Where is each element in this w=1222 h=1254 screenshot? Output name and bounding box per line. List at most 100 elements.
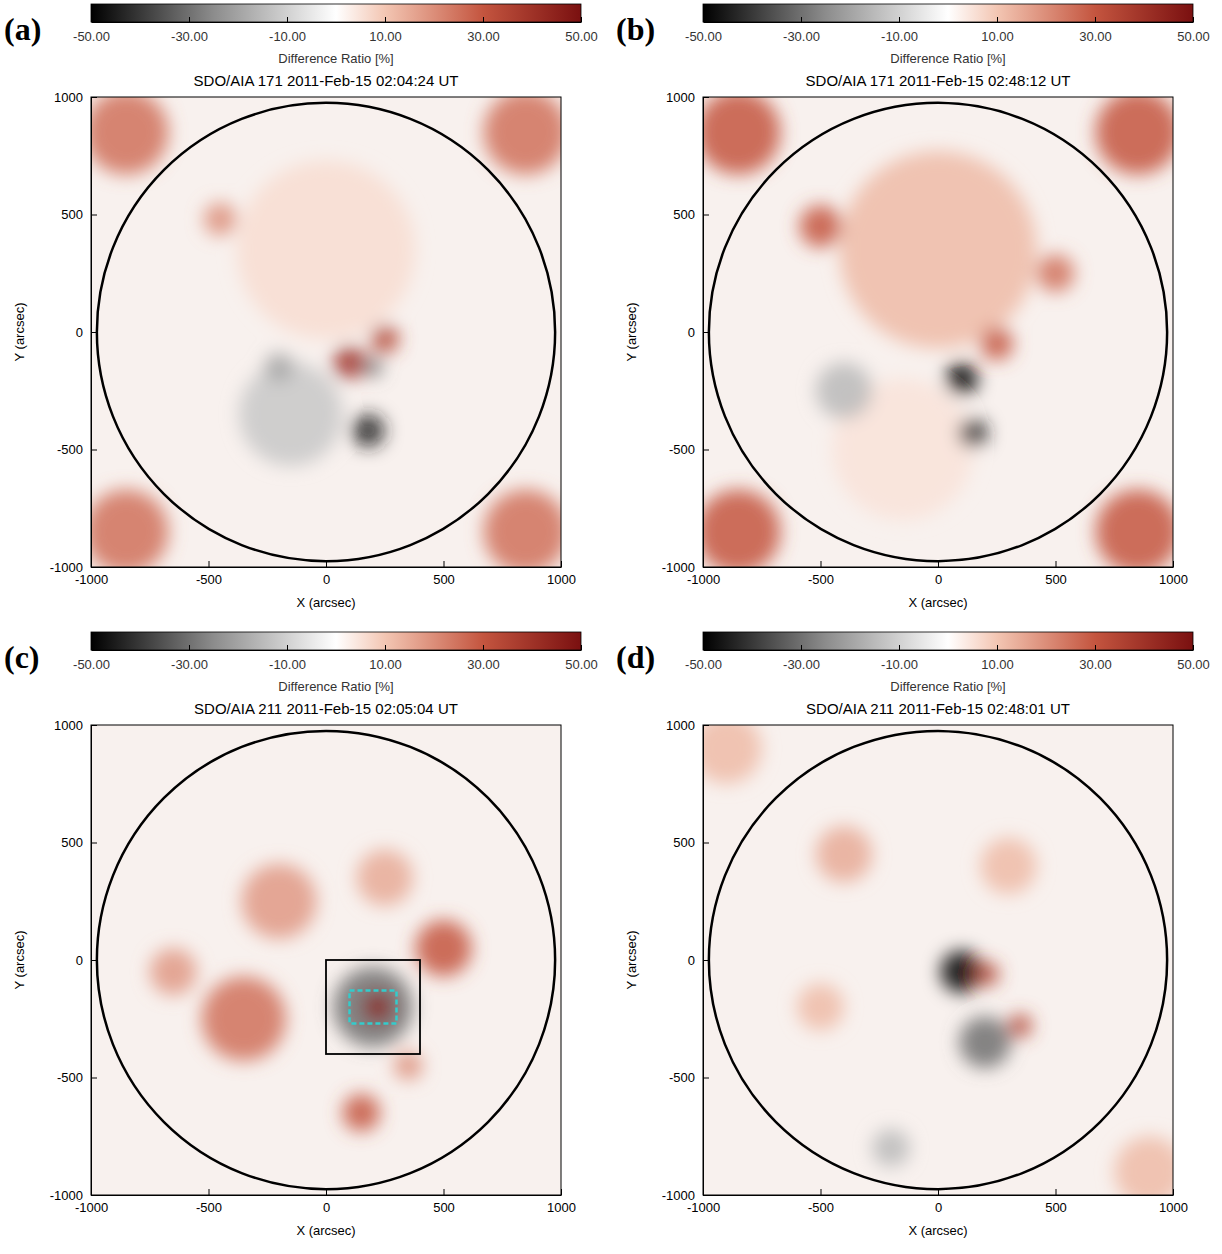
x-axis-tick-label: 500: [1045, 572, 1067, 587]
y-axis-tick: -500: [57, 1070, 97, 1085]
y-axis-tick-label: 500: [61, 207, 83, 222]
y-axis-tick: 1000: [54, 718, 97, 733]
difference-region: [333, 967, 413, 1047]
image-area: [703, 97, 1173, 567]
colorbar-tick-mark: [483, 17, 484, 22]
colorbar-tick-label: 50.00: [565, 657, 598, 672]
x-axis-tick: 1000: [547, 561, 576, 587]
y-axis-tick-label: -1000: [50, 560, 83, 575]
x-axis-tick-mark: [821, 561, 822, 567]
colorbar-label: Difference Ratio [%]: [890, 51, 1005, 66]
panel: -50.00-30.00-10.0010.0030.0050.00Differe…: [4, 632, 598, 1238]
difference-region: [1114, 1136, 1173, 1195]
solar-limb: [97, 103, 555, 561]
difference-region: [799, 205, 841, 247]
x-axis-tick-mark: [938, 1189, 939, 1195]
x-axis-tick: 500: [433, 1189, 455, 1215]
difference-region: [703, 97, 781, 175]
panel-letter: (d): [616, 639, 655, 675]
y-axis-tick-mark: [91, 725, 97, 726]
colorbar-tick-mark: [899, 17, 900, 22]
colorbar-tick: 50.00: [565, 17, 598, 44]
y-axis-tick: 0: [688, 953, 709, 968]
colorbar-tick-label: -50.00: [685, 29, 722, 44]
colorbar-tick: -50.00: [685, 645, 722, 672]
image-area: [91, 97, 561, 567]
y-axis-tick-mark: [703, 960, 709, 961]
x-axis-tick-label: 500: [433, 1200, 455, 1215]
colorbar-tick: -10.00: [269, 645, 306, 672]
y-axis-tick-label: -500: [669, 1070, 695, 1085]
panel: -50.00-30.00-10.0010.0030.0050.00Differe…: [616, 632, 1210, 1238]
colorbar-tick-label: 30.00: [1079, 657, 1112, 672]
x-axis-tick-mark: [326, 561, 327, 567]
difference-region: [872, 1129, 910, 1167]
difference-region: [1095, 489, 1173, 567]
y-axis-tick: 0: [76, 325, 97, 340]
image-background: [703, 725, 1173, 1195]
colorbar-tick-label: 50.00: [565, 29, 598, 44]
y-axis-tick: 0: [76, 953, 97, 968]
difference-region: [703, 489, 781, 567]
x-axis-tick-label: -500: [808, 1200, 834, 1215]
difference-region: [394, 1052, 422, 1080]
colorbar: [703, 632, 1193, 650]
y-axis-tick-mark: [703, 332, 709, 333]
regions: [150, 850, 472, 1132]
y-axis: -1000-50005001000: [50, 718, 97, 1203]
x-axis-tick: 1000: [1159, 1189, 1188, 1215]
x-axis-tick-mark: [821, 1189, 822, 1195]
y-axis-tick-label: 500: [673, 207, 695, 222]
y-axis: -1000-50005001000: [662, 718, 709, 1203]
y-axis-tick-mark: [91, 332, 97, 333]
difference-region: [342, 1094, 380, 1132]
x-axis-tick-label: 500: [1045, 1200, 1067, 1215]
y-axis: -1000-50005001000: [662, 90, 709, 575]
y-axis-tick: -500: [57, 442, 97, 457]
difference-region: [1095, 97, 1173, 175]
y-axis-tick-mark: [91, 450, 97, 451]
y-axis-tick: 500: [61, 207, 97, 222]
regions: [703, 97, 1173, 567]
colorbar-axis-line: [92, 650, 582, 651]
colorbar-label: Difference Ratio [%]: [278, 51, 393, 66]
y-axis-tick: 500: [673, 207, 709, 222]
y-axis-tick-label: 1000: [666, 90, 695, 105]
solar-limb: [709, 731, 1167, 1189]
y-axis-tick: -500: [669, 1070, 709, 1085]
x-axis-tick-mark: [561, 561, 562, 567]
difference-region: [204, 203, 237, 236]
image-background: [91, 725, 561, 1195]
y-axis-tick: 1000: [666, 718, 709, 733]
colorbar-tick-mark: [801, 17, 802, 22]
colorbar-tick: -10.00: [269, 17, 306, 44]
x-axis: -1000-50005001000: [687, 1189, 1188, 1215]
y-axis-tick-mark: [703, 97, 709, 98]
y-axis-tick-mark: [91, 97, 97, 98]
frame: [703, 97, 1173, 567]
difference-region: [945, 363, 978, 396]
y-axis-tick-label: 500: [673, 835, 695, 850]
panel-letter: (a): [4, 11, 41, 47]
colorbar-axis: -50.00-30.00-10.0010.0030.0050.00: [73, 17, 598, 44]
colorbar-axis: -50.00-30.00-10.0010.0030.0050.00: [685, 17, 1210, 44]
colorbar-tick-mark: [899, 645, 900, 650]
difference-region: [980, 327, 1013, 360]
y-axis-tick-mark: [703, 450, 709, 451]
difference-region: [797, 984, 844, 1031]
frame: [91, 725, 561, 1195]
x-axis-tick: 0: [323, 561, 330, 587]
colorbar-tick-mark: [189, 17, 190, 22]
frame: [91, 97, 561, 567]
colorbar-tick: -10.00: [881, 645, 918, 672]
colorbar-tick: -50.00: [685, 17, 722, 44]
colorbar-tick-mark: [189, 645, 190, 650]
difference-region: [816, 826, 872, 882]
colorbar-tick-label: -30.00: [171, 657, 208, 672]
x-axis-title: X (arcsec): [908, 595, 967, 610]
y-axis-tick-label: 0: [76, 953, 83, 968]
x-axis-line: [704, 567, 1174, 568]
colorbar-tick-label: 10.00: [369, 29, 402, 44]
y-axis-title: Y (arcsec): [624, 931, 639, 990]
colorbar-tick-mark: [703, 645, 704, 650]
